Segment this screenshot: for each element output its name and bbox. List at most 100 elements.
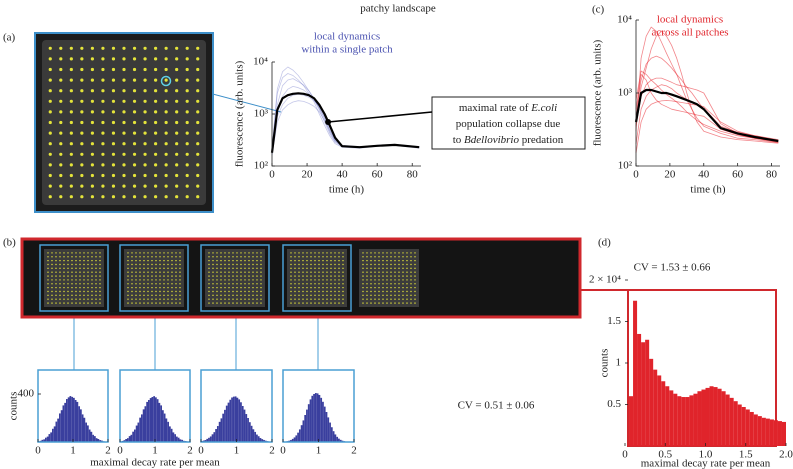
- spot: [51, 259, 53, 262]
- spot: [374, 267, 376, 270]
- histogram-bar: [238, 399, 241, 442]
- spot: [47, 267, 49, 270]
- annotation-line: to Bdellovibrio predation: [453, 134, 564, 146]
- spot: [386, 290, 388, 293]
- histogram-bar: [263, 439, 265, 442]
- spot: [143, 152, 147, 156]
- spot: [386, 286, 388, 289]
- spot: [402, 298, 404, 300]
- spot: [244, 283, 246, 285]
- spot: [127, 298, 129, 300]
- spot: [302, 286, 304, 289]
- patch-image: [287, 249, 347, 307]
- spot: [196, 110, 200, 114]
- spot: [256, 290, 258, 293]
- spot: [386, 256, 388, 258]
- spot: [111, 57, 116, 61]
- spot: [298, 263, 300, 266]
- histogram-bar: [148, 400, 150, 442]
- spot: [147, 252, 149, 254]
- spot: [185, 184, 189, 188]
- spot: [334, 275, 336, 277]
- spot: [80, 173, 84, 178]
- spot: [139, 275, 141, 277]
- spot: [322, 294, 324, 297]
- spot: [135, 259, 137, 262]
- spot: [59, 271, 61, 273]
- spot: [51, 275, 53, 277]
- spot: [80, 152, 84, 156]
- spot: [179, 252, 181, 254]
- spot: [59, 142, 63, 146]
- spot: [330, 271, 332, 273]
- chart-title: across all patches: [652, 27, 729, 39]
- spot: [151, 279, 153, 281]
- spot: [51, 279, 53, 281]
- histogram-bar: [777, 421, 782, 446]
- histogram-bar: [749, 411, 754, 446]
- spot: [314, 302, 316, 304]
- spot: [394, 298, 396, 300]
- spot: [236, 267, 238, 270]
- spot: [59, 152, 63, 156]
- spot: [232, 302, 234, 304]
- spot: [386, 298, 388, 300]
- spot: [342, 279, 344, 281]
- spot: [378, 294, 380, 297]
- spot: [143, 163, 147, 167]
- spot: [155, 279, 157, 281]
- spot: [370, 290, 372, 293]
- spot: [55, 283, 57, 285]
- spot: [63, 252, 65, 254]
- spot: [232, 279, 234, 281]
- spot: [366, 294, 368, 297]
- spot: [196, 57, 200, 61]
- spot: [51, 290, 53, 293]
- spot: [122, 142, 126, 146]
- x-tick-label: 20: [302, 169, 314, 181]
- spot: [59, 173, 63, 178]
- x-tick-label: 2: [187, 445, 193, 457]
- spot: [370, 263, 372, 266]
- histogram-bar: [241, 406, 244, 442]
- spot: [224, 283, 226, 285]
- spot: [159, 290, 161, 293]
- spot: [338, 275, 340, 277]
- spot: [175, 298, 177, 300]
- spot: [99, 302, 101, 304]
- histogram-bar: [673, 393, 678, 446]
- spot: [63, 271, 65, 273]
- spot: [240, 283, 242, 285]
- y-tick-label: 10²: [254, 160, 269, 172]
- patch-frame: [282, 244, 352, 312]
- spot: [111, 173, 116, 178]
- y-tick-label: 1.5: [607, 315, 621, 327]
- histogram-bar: [208, 437, 210, 442]
- spot: [175, 110, 179, 114]
- histogram-bar: [141, 414, 143, 442]
- spot: [167, 259, 169, 262]
- spot: [71, 286, 73, 289]
- histogram-bar: [156, 399, 159, 442]
- spot: [290, 259, 292, 262]
- spot: [216, 263, 218, 266]
- spot: [59, 298, 61, 300]
- histogram-bar: [209, 436, 212, 442]
- histogram-bar: [67, 397, 70, 442]
- spot: [69, 57, 73, 61]
- histogram-bar: [314, 393, 317, 442]
- spot: [306, 256, 308, 258]
- spot: [402, 271, 404, 273]
- spot: [398, 275, 400, 277]
- spot: [402, 302, 404, 304]
- spot: [390, 279, 392, 281]
- spot: [79, 275, 81, 277]
- spot: [342, 267, 344, 270]
- spot: [362, 263, 364, 266]
- spot: [159, 259, 161, 262]
- spot: [143, 184, 147, 188]
- spot: [147, 294, 149, 297]
- spot: [410, 256, 412, 258]
- spot: [155, 286, 157, 289]
- spot: [99, 286, 101, 289]
